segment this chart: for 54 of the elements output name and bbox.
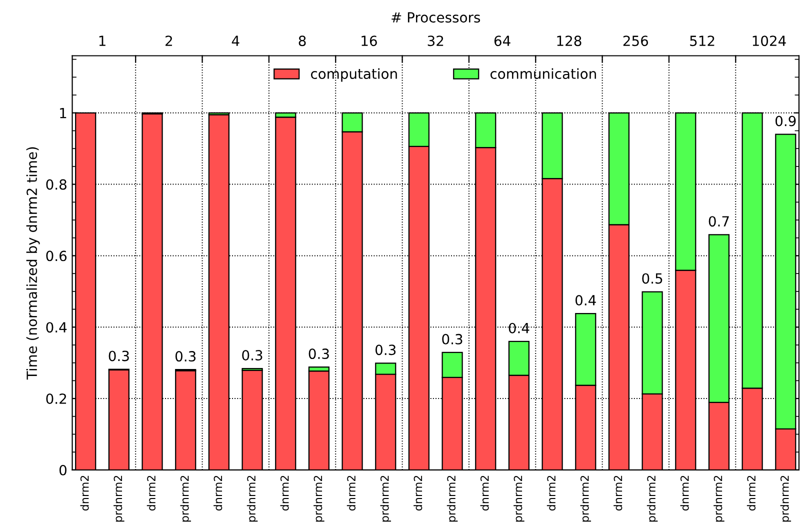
text: 1 [99, 36, 106, 46]
text: 4 [232, 36, 240, 46]
total-label: 0.3 [242, 350, 262, 360]
x-tick-label: dnrm2 [480, 476, 489, 511]
x-tick-label: prdnrm2 [380, 476, 391, 522]
total-label: 0.3 [108, 350, 129, 362]
text: 128 [557, 36, 582, 46]
text: 16 [362, 36, 377, 46]
x-tick-label: dnrm2 [80, 476, 89, 511]
text: 1024 [752, 36, 786, 46]
text: 256 [623, 36, 648, 46]
x-tick-label: prdnrm2 [314, 476, 324, 522]
x-tick-label: dnrm2 [746, 476, 756, 511]
x-tick-label: prdnrm2 [180, 476, 191, 522]
text: 32 [428, 36, 444, 46]
x-tick-label: prdnrm2 [580, 476, 592, 522]
text: 2 [166, 36, 172, 46]
total-label: 0.7 [708, 216, 729, 227]
x2-axis-title: # Processors [392, 12, 480, 23]
legend-label: computation [310, 68, 397, 82]
x-tick-label: prdnrm2 [514, 476, 524, 522]
x-tick-label: dnrm2 [414, 476, 422, 511]
total-label: 0.3 [308, 348, 329, 360]
total-label: 0.4 [508, 322, 530, 334]
x-tick-label: prdnrm2 [114, 476, 124, 522]
text: 8 [298, 36, 306, 46]
y-tick-label: 1 [60, 108, 66, 118]
text: 512 [690, 36, 714, 46]
x-tick-label: dnrm2 [346, 476, 356, 511]
total-label: 0.4 [576, 294, 596, 306]
x-tick-label: dnrm2 [214, 476, 222, 511]
x-tick-label: dnrm2 [614, 476, 622, 511]
y-tick-label: 0.2 [46, 393, 66, 404]
legend-label: communication [490, 68, 596, 80]
total-label: 0.9 [776, 116, 796, 126]
y-tick-label: 0.8 [46, 179, 66, 190]
text: 64 [494, 36, 510, 46]
x-tick-label: dnrm2 [546, 476, 556, 511]
x-tick-label: dnrm2 [280, 476, 289, 511]
total-label: 0.3 [175, 351, 196, 362]
total-label: 0.5 [642, 273, 662, 284]
x-tick-label: prdnrm2 [646, 476, 658, 522]
x-tick-label: prdnrm2 [246, 476, 258, 522]
x-tick-label: dnrm2 [146, 476, 156, 511]
x-tick-label: prdnrm2 [446, 476, 458, 522]
total-label: 0.3 [442, 334, 462, 344]
y-tick-label: 0.4 [46, 322, 67, 333]
y-axis-title: Time (normalized by dnrm2 time) [26, 147, 40, 380]
total-label: 0.3 [375, 344, 396, 356]
x-tick-label: dnrm2 [680, 476, 689, 511]
x-tick-label: prdnrm2 [780, 476, 792, 522]
x-tick-label: prdnrm2 [714, 476, 724, 522]
y-tick-label: 0.6 [46, 250, 67, 262]
y-tick-label: 0 [59, 464, 66, 476]
